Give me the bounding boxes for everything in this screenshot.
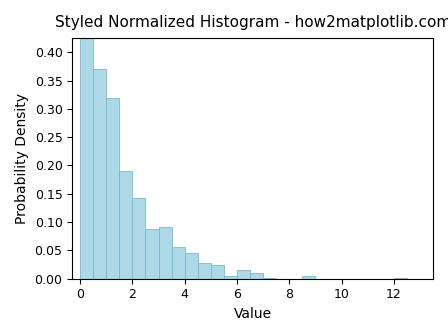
Bar [211, 265, 224, 279]
X-axis label: Value: Value [233, 307, 271, 321]
Bar [106, 97, 119, 279]
Bar [394, 278, 407, 279]
Y-axis label: Probability Density: Probability Density [15, 93, 29, 224]
Bar [133, 198, 146, 279]
Bar [250, 273, 263, 279]
Bar [80, 0, 93, 279]
Bar [172, 247, 185, 279]
Bar [237, 270, 250, 279]
Bar [146, 229, 159, 279]
Bar [263, 278, 276, 279]
Bar [93, 69, 106, 279]
Bar [185, 253, 198, 279]
Bar [159, 227, 172, 279]
Bar [119, 171, 133, 279]
Title: Styled Normalized Histogram - how2matplotlib.com: Styled Normalized Histogram - how2matplo… [55, 15, 448, 30]
Bar [302, 277, 315, 279]
Bar [224, 277, 237, 279]
Bar [198, 263, 211, 279]
